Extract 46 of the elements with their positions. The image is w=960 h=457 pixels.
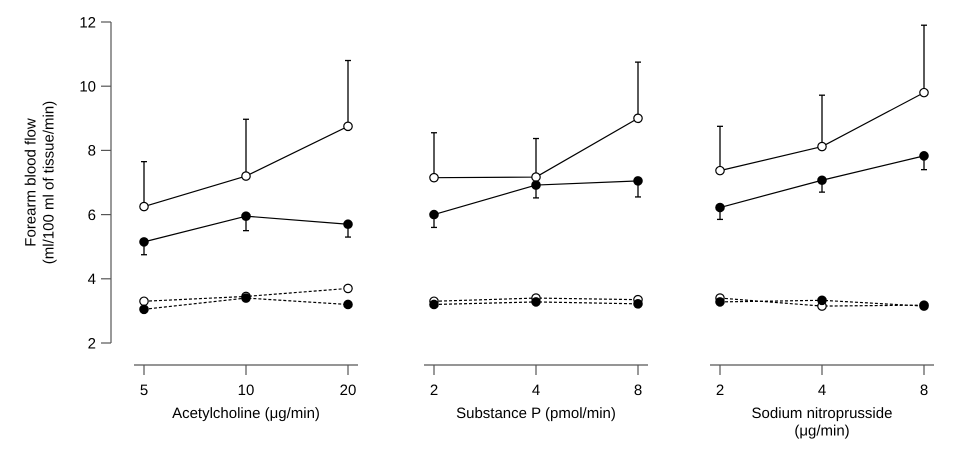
point <box>531 180 541 190</box>
y-tick-label: 12 <box>79 14 96 32</box>
x-axis-title: Substance P (pmol/min) <box>456 405 616 422</box>
y-tick-label: 8 <box>88 142 96 160</box>
y-axis-title: Forearm blood flow (ml/100 ml of tissue/min) <box>22 100 58 264</box>
point <box>919 151 929 161</box>
x-tick-label: 2 <box>430 382 438 399</box>
point <box>715 166 725 176</box>
point <box>531 297 541 307</box>
x-axis-title: Acetylcholine (μg/min) <box>172 405 320 422</box>
point <box>715 297 725 307</box>
point <box>817 175 827 186</box>
point <box>343 219 353 230</box>
point <box>633 114 643 124</box>
point <box>139 296 149 306</box>
point <box>531 172 541 182</box>
x-tick-label: 5 <box>140 382 148 399</box>
point <box>343 122 353 132</box>
point <box>429 210 439 220</box>
point <box>817 296 827 306</box>
point <box>139 202 149 212</box>
point <box>343 284 353 294</box>
point <box>429 172 439 182</box>
point <box>715 202 725 212</box>
point <box>633 299 643 309</box>
y-tick-label: 6 <box>88 206 96 224</box>
x-tick-label: 20 <box>340 382 356 399</box>
point <box>241 211 251 222</box>
point <box>919 88 929 98</box>
y-tick-label: 2 <box>88 335 96 352</box>
x-tick-label: 4 <box>532 382 540 399</box>
x-tick-label: 10 <box>238 382 254 399</box>
x-tick-label: 2 <box>716 382 724 399</box>
point <box>139 304 149 314</box>
x-axis-title: Sodium nitroprusside (μg/min) <box>752 405 892 440</box>
x-tick-label: 8 <box>634 382 642 399</box>
y-tick-label: 10 <box>79 78 96 96</box>
point <box>429 300 439 310</box>
point <box>139 237 149 247</box>
point <box>241 171 251 181</box>
point <box>817 142 827 152</box>
x-tick-label: 8 <box>920 382 928 399</box>
point <box>343 300 353 310</box>
y-tick-label: 4 <box>88 271 96 288</box>
x-tick-label: 4 <box>818 382 826 399</box>
point <box>633 176 643 186</box>
